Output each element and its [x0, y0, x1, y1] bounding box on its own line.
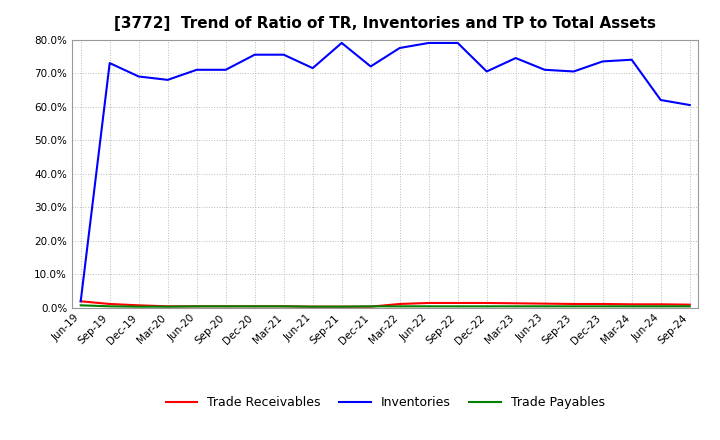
Trade Receivables	[598, 301, 607, 307]
Inventories	[541, 67, 549, 73]
Inventories	[76, 299, 85, 304]
Trade Payables	[511, 304, 520, 309]
Trade Receivables	[541, 301, 549, 306]
Trade Receivables	[424, 301, 433, 306]
Trade Receivables	[251, 304, 259, 309]
Title: [3772]  Trend of Ratio of TR, Inventories and TP to Total Assets: [3772] Trend of Ratio of TR, Inventories…	[114, 16, 656, 32]
Trade Payables	[76, 303, 85, 308]
Line: Trade Receivables: Trade Receivables	[81, 301, 690, 307]
Trade Payables	[135, 304, 143, 309]
Trade Payables	[482, 304, 491, 309]
Trade Receivables	[657, 302, 665, 307]
Line: Inventories: Inventories	[81, 43, 690, 301]
Trade Payables	[685, 304, 694, 309]
Trade Receivables	[570, 301, 578, 307]
Inventories	[338, 40, 346, 46]
Trade Payables	[105, 304, 114, 309]
Inventories	[279, 52, 288, 57]
Line: Trade Payables: Trade Payables	[81, 305, 690, 307]
Trade Receivables	[135, 303, 143, 308]
Inventories	[424, 40, 433, 46]
Trade Receivables	[366, 304, 375, 309]
Inventories	[221, 67, 230, 73]
Inventories	[454, 40, 462, 46]
Trade Payables	[598, 304, 607, 309]
Trade Receivables	[192, 304, 201, 309]
Trade Payables	[221, 304, 230, 309]
Trade Receivables	[163, 304, 172, 309]
Legend: Trade Receivables, Inventories, Trade Payables: Trade Receivables, Inventories, Trade Pa…	[161, 392, 610, 414]
Inventories	[570, 69, 578, 74]
Trade Payables	[279, 304, 288, 309]
Trade Payables	[251, 304, 259, 309]
Trade Payables	[570, 304, 578, 309]
Trade Receivables	[627, 302, 636, 307]
Trade Payables	[366, 304, 375, 309]
Inventories	[511, 55, 520, 61]
Inventories	[366, 64, 375, 69]
Trade Receivables	[105, 301, 114, 307]
Inventories	[395, 45, 404, 51]
Inventories	[251, 52, 259, 57]
Inventories	[685, 103, 694, 108]
Trade Receivables	[511, 301, 520, 306]
Trade Receivables	[76, 299, 85, 304]
Trade Receivables	[279, 304, 288, 309]
Trade Payables	[192, 304, 201, 309]
Inventories	[192, 67, 201, 73]
Inventories	[627, 57, 636, 62]
Trade Payables	[454, 304, 462, 309]
Trade Payables	[541, 304, 549, 309]
Inventories	[135, 74, 143, 79]
Inventories	[308, 66, 317, 71]
Trade Receivables	[308, 304, 317, 309]
Trade Payables	[163, 304, 172, 309]
Inventories	[163, 77, 172, 82]
Trade Payables	[627, 304, 636, 309]
Trade Payables	[395, 304, 404, 309]
Trade Payables	[338, 304, 346, 309]
Trade Receivables	[685, 302, 694, 307]
Inventories	[598, 59, 607, 64]
Trade Receivables	[454, 301, 462, 306]
Trade Payables	[657, 304, 665, 309]
Inventories	[657, 97, 665, 103]
Trade Payables	[308, 304, 317, 309]
Inventories	[482, 69, 491, 74]
Trade Receivables	[338, 304, 346, 309]
Inventories	[105, 60, 114, 66]
Trade Receivables	[482, 301, 491, 306]
Trade Receivables	[395, 301, 404, 307]
Trade Receivables	[221, 304, 230, 309]
Trade Payables	[424, 304, 433, 309]
